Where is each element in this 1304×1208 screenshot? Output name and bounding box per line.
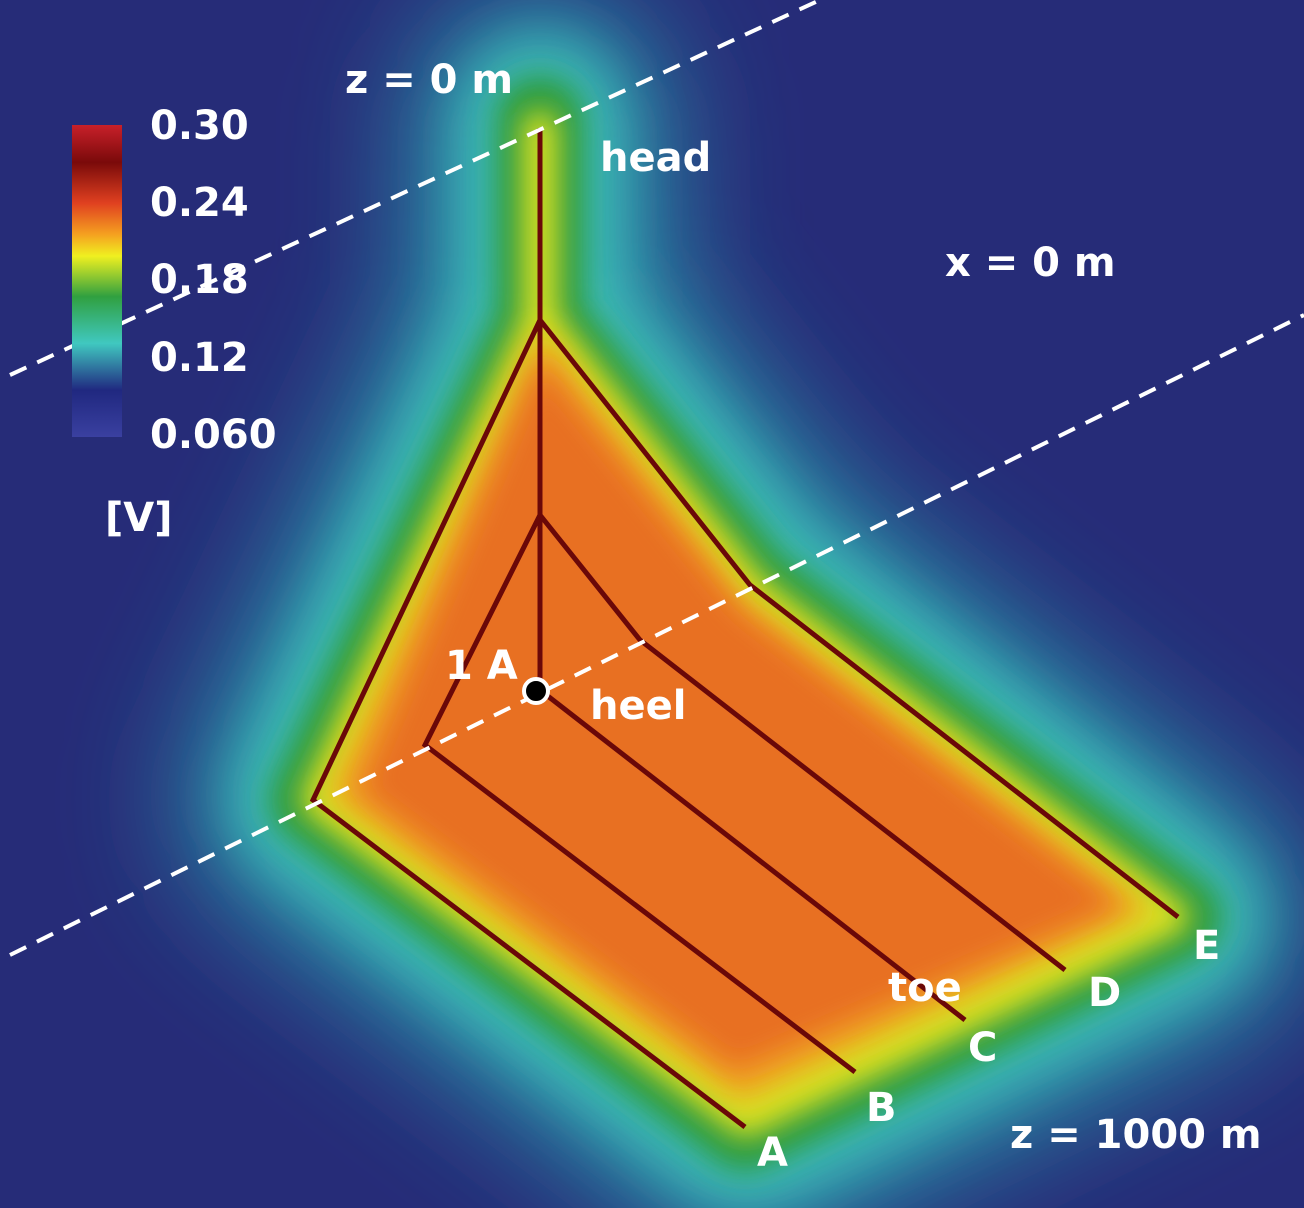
label: toe <box>888 965 962 1011</box>
well-label: B <box>866 1085 897 1131</box>
colorbar-tick: 0.18 <box>150 257 249 303</box>
label: z = 0 m <box>345 57 513 103</box>
label: head <box>600 135 711 181</box>
colorbar <box>72 125 122 437</box>
figure: 0.30 0.24 0.18 0.12 0.060 [V] z = 0 m he… <box>0 0 1304 1208</box>
label: heel <box>590 683 686 729</box>
colorbar-tick: 0.060 <box>150 412 277 458</box>
source-marker <box>524 679 548 703</box>
label: z = 1000 m <box>1010 1112 1262 1158</box>
colorbar-unit: [V] <box>105 495 173 541</box>
colorbar-tick: 0.12 <box>150 335 249 381</box>
well-label: D <box>1088 970 1121 1016</box>
label: 1 A <box>445 643 518 689</box>
well-label: C <box>968 1025 997 1071</box>
colorbar-tick: 0.30 <box>150 103 249 149</box>
colorbar-tick: 0.24 <box>150 180 249 226</box>
well-label: E <box>1193 923 1220 969</box>
well-label: A <box>757 1130 788 1176</box>
label: x = 0 m <box>945 240 1116 286</box>
